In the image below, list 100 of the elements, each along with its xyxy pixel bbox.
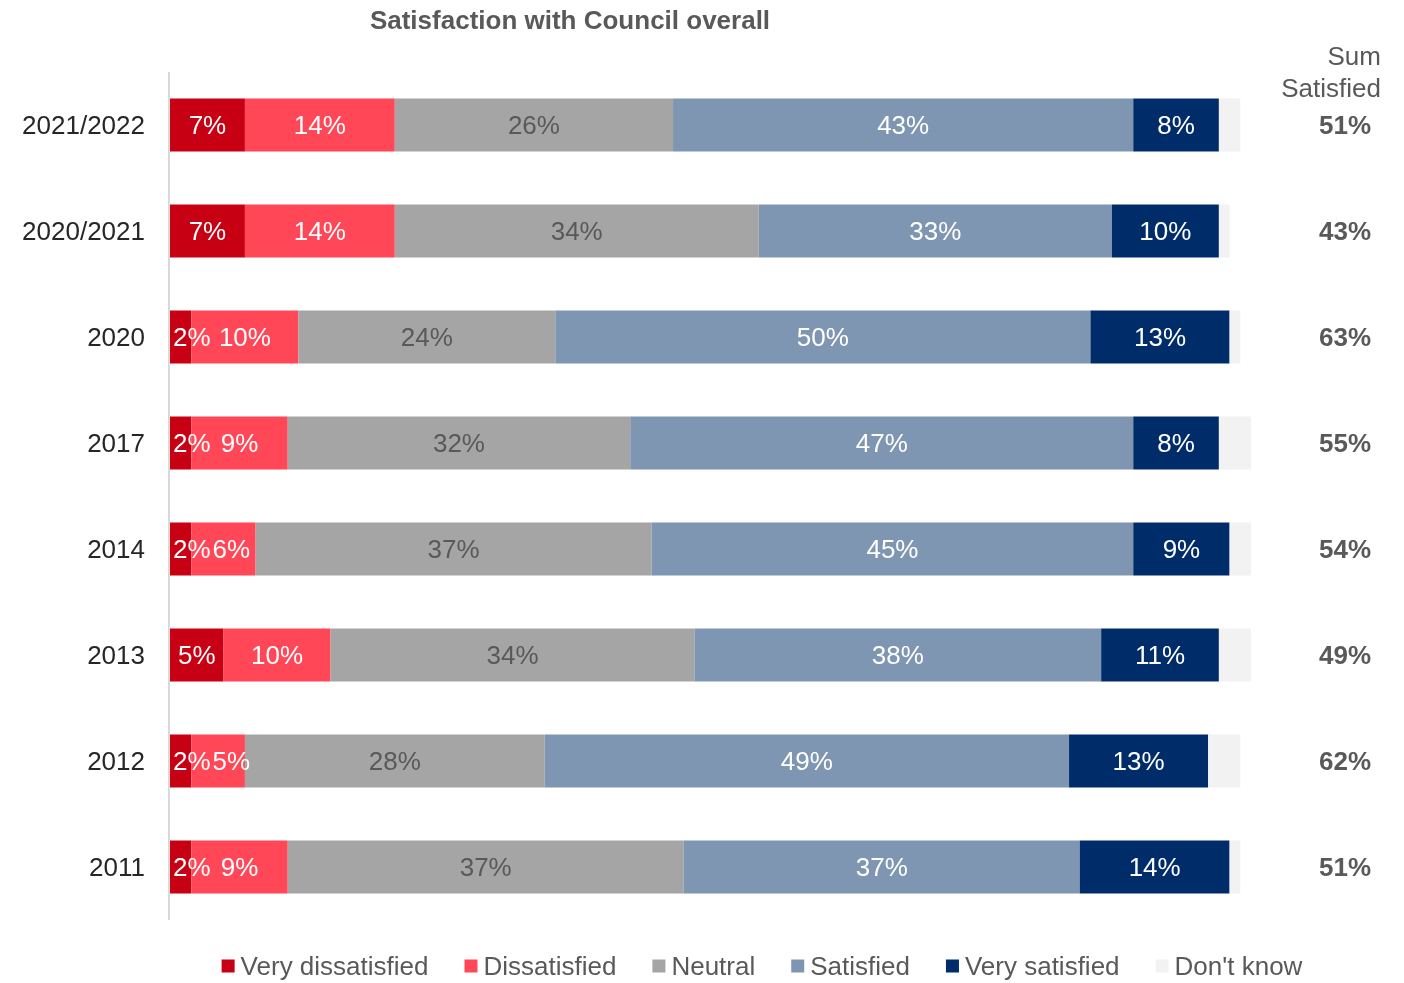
text: 49% — [1318, 640, 1372, 671]
bar — [255, 522, 652, 576]
bar — [1111, 204, 1219, 258]
bar — [544, 734, 1070, 788]
data-label: 43% — [877, 110, 930, 141]
bar — [394, 98, 674, 152]
bar — [330, 628, 695, 682]
bar — [394, 204, 759, 258]
data-label: 37% — [855, 852, 908, 883]
text: Sum Satisfied — [1281, 41, 1381, 103]
bar — [555, 310, 1091, 364]
data-label: 8% — [1157, 110, 1195, 141]
bar — [1090, 310, 1230, 364]
data-label: 2% — [173, 534, 211, 565]
y-tick-label: 2017 — [87, 428, 145, 459]
bar — [1218, 204, 1230, 258]
text: 55% — [1318, 428, 1372, 459]
bar — [1133, 416, 1219, 470]
bar — [244, 98, 395, 152]
bar — [673, 98, 1134, 152]
data-label: 14% — [293, 216, 346, 247]
bar — [758, 204, 1112, 258]
y-tick-label: 2014 — [87, 534, 145, 565]
data-label: 34% — [550, 216, 603, 247]
data-label: 9% — [220, 852, 259, 883]
text: 63% — [1318, 322, 1372, 353]
legend-label: Dissatisfied — [483, 951, 617, 982]
y-tick-label: 2021/2022 — [22, 110, 145, 141]
bar — [1218, 98, 1241, 152]
data-label: 10% — [251, 640, 304, 671]
y-tick-label: 2012 — [87, 746, 145, 777]
y-tick-label: 2013 — [87, 640, 145, 671]
bar — [1229, 310, 1241, 364]
data-label: 2% — [173, 852, 211, 883]
bar — [287, 416, 631, 470]
data-label: 9% — [1162, 534, 1201, 565]
y-tick-label: 2020/2021 — [22, 216, 145, 247]
data-label: 11% — [1134, 640, 1186, 671]
data-label: 26% — [507, 110, 560, 141]
bar — [1218, 628, 1251, 682]
chart-title: Satisfaction with Council overall — [369, 5, 771, 36]
bar — [1069, 734, 1209, 788]
data-label: 10% — [1139, 216, 1192, 247]
bar — [1133, 98, 1219, 152]
data-label: 33% — [909, 216, 962, 247]
bar — [1218, 416, 1251, 470]
data-label: 8% — [1157, 428, 1195, 459]
data-label: 7% — [188, 110, 227, 141]
text: 51% — [1318, 852, 1372, 883]
legend-label: Very dissatisfied — [240, 951, 429, 982]
data-label: 47% — [855, 428, 908, 459]
bar — [1229, 522, 1251, 576]
data-label: 37% — [427, 534, 480, 565]
bar — [630, 416, 1134, 470]
legend-label: Don't know — [1174, 951, 1303, 982]
data-label: 5% — [212, 746, 251, 777]
bar — [223, 628, 331, 682]
bar — [170, 98, 245, 152]
data-label: 6% — [212, 534, 251, 565]
data-label: 13% — [1112, 746, 1165, 777]
data-label: 45% — [866, 534, 919, 565]
bar — [1208, 734, 1241, 788]
bar — [287, 840, 684, 894]
data-label: 5% — [177, 640, 216, 671]
data-label: 34% — [486, 640, 539, 671]
data-label: 50% — [796, 322, 849, 353]
data-label: 14% — [1128, 852, 1181, 883]
bar — [1101, 628, 1219, 682]
data-label: 10% — [218, 322, 271, 353]
bar — [683, 840, 1080, 894]
y-tick-label: 2011 — [89, 852, 145, 883]
bar — [1079, 840, 1230, 894]
text: 54% — [1318, 534, 1372, 565]
data-label: 24% — [400, 322, 453, 353]
text: 51% — [1318, 110, 1372, 141]
text: 62% — [1318, 746, 1372, 777]
data-label: 49% — [780, 746, 833, 777]
legend-label: Satisfied — [810, 951, 910, 982]
data-label: 13% — [1134, 322, 1187, 353]
bar — [651, 522, 1134, 576]
bar — [1133, 522, 1230, 576]
data-label: 7% — [188, 216, 227, 247]
legend-label: Neutral — [671, 951, 756, 982]
data-label: 2% — [173, 746, 211, 777]
data-label: 28% — [368, 746, 421, 777]
data-label: 14% — [293, 110, 346, 141]
data-label: 9% — [220, 428, 259, 459]
data-label: 2% — [173, 322, 211, 353]
bar — [298, 310, 556, 364]
bar — [170, 204, 245, 258]
data-label: 2% — [173, 428, 211, 459]
bar — [694, 628, 1102, 682]
text: 43% — [1318, 216, 1372, 247]
legend-label: Very satisfied — [964, 951, 1120, 982]
bar — [1229, 840, 1241, 894]
data-label: 37% — [459, 852, 512, 883]
data-label: 38% — [871, 640, 924, 671]
y-tick-label: 2020 — [87, 322, 145, 353]
data-label: 32% — [432, 428, 486, 459]
bar — [244, 204, 395, 258]
